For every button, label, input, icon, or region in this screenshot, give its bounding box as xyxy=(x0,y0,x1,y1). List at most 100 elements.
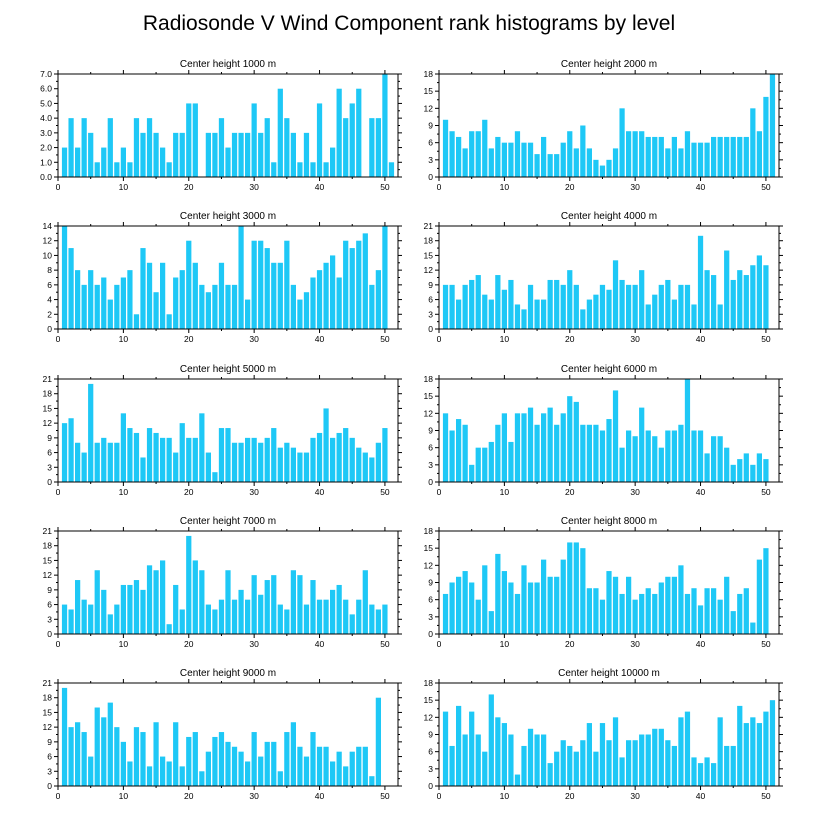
histogram-bar xyxy=(343,118,349,177)
histogram-bar xyxy=(567,542,573,634)
histogram-bar xyxy=(521,309,527,329)
histogram-bar xyxy=(632,599,638,634)
histogram-bar xyxy=(369,284,375,329)
histogram-bar xyxy=(356,88,362,177)
histogram-bar xyxy=(730,464,736,482)
x-tick-label: 30 xyxy=(249,791,259,801)
x-tick-label: 20 xyxy=(565,639,575,649)
histogram-bar xyxy=(251,240,257,329)
x-tick-label: 20 xyxy=(184,182,194,192)
histogram-bar xyxy=(501,142,507,177)
histogram-bar xyxy=(711,763,717,786)
histogram-bar xyxy=(750,622,756,634)
histogram-bar xyxy=(264,580,270,634)
histogram-bar xyxy=(724,447,730,482)
histogram-bar xyxy=(212,472,218,482)
histogram-bar xyxy=(356,240,362,329)
histogram-bar xyxy=(140,132,146,177)
histogram-bar xyxy=(658,582,664,634)
histogram-bar xyxy=(127,162,133,177)
histogram-bar xyxy=(730,611,736,634)
histogram-bar xyxy=(678,284,684,329)
histogram-bar xyxy=(336,88,342,177)
panel-title: Center height 9000 m xyxy=(180,668,276,679)
histogram-bar xyxy=(349,751,355,786)
y-tick-label: 6 xyxy=(428,138,433,148)
histogram-bar xyxy=(290,722,296,786)
histogram-bar xyxy=(580,309,586,329)
histogram-bar xyxy=(218,732,225,786)
histogram-bar xyxy=(146,565,153,634)
histogram-bar xyxy=(75,270,81,329)
histogram-bar xyxy=(639,734,645,786)
histogram-bar xyxy=(238,226,244,329)
histogram-bar xyxy=(166,624,172,634)
histogram-bar xyxy=(756,255,762,329)
histogram-bar xyxy=(245,599,251,634)
histogram-bar xyxy=(475,447,481,482)
histogram-bar xyxy=(146,262,153,329)
histogram-bar xyxy=(120,147,126,177)
histogram-bar xyxy=(586,299,592,329)
histogram-bar xyxy=(711,588,717,634)
y-tick-label: 15 xyxy=(43,707,53,717)
histogram-bar xyxy=(763,265,769,329)
x-tick-label: 30 xyxy=(630,639,640,649)
histogram-bar xyxy=(639,593,645,634)
histogram-bar xyxy=(316,103,323,177)
y-tick-label: 0 xyxy=(428,172,433,182)
histogram-bar xyxy=(580,548,586,634)
histogram-bar xyxy=(192,103,198,177)
histogram-bar xyxy=(599,165,606,177)
histogram-bar xyxy=(153,570,159,634)
histogram-bar xyxy=(264,248,270,329)
histogram-bar xyxy=(284,609,290,634)
histogram-bar xyxy=(442,711,449,786)
y-tick-label: 6 xyxy=(47,600,52,610)
x-tick-label: 50 xyxy=(380,334,390,344)
histogram-bar xyxy=(160,756,166,786)
histogram-bar xyxy=(231,442,238,482)
histogram-bar xyxy=(199,570,205,634)
histogram-bar xyxy=(697,142,704,177)
histogram-bar xyxy=(593,424,599,482)
y-tick-label: 12 xyxy=(43,418,53,428)
histogram-bar xyxy=(527,142,534,177)
histogram-bar xyxy=(469,582,475,634)
y-tick-label: 6 xyxy=(47,448,52,458)
histogram-bar xyxy=(717,599,723,634)
histogram-bar xyxy=(146,428,153,482)
histogram-bar xyxy=(495,136,501,177)
histogram-bar xyxy=(303,292,310,329)
histogram-bar xyxy=(645,734,651,786)
histogram-bar xyxy=(593,588,599,634)
histogram-bar xyxy=(264,741,270,786)
histogram-bar xyxy=(186,240,192,329)
histogram-bar xyxy=(678,424,684,482)
histogram-bar xyxy=(449,430,455,482)
histogram-bar xyxy=(671,136,677,177)
histogram-bar xyxy=(697,605,704,634)
histogram-bar xyxy=(107,118,113,177)
histogram-bar xyxy=(251,732,257,786)
histogram-bar xyxy=(573,542,579,634)
histogram-bar xyxy=(469,279,475,329)
x-tick-label: 0 xyxy=(437,791,442,801)
histogram-bar xyxy=(737,459,743,482)
histogram-bar xyxy=(469,464,475,482)
histogram-bar xyxy=(330,761,336,786)
histogram-bar xyxy=(442,413,449,482)
histogram-bar xyxy=(639,131,645,177)
histogram-bar xyxy=(658,728,664,786)
y-tick-label: 1.0 xyxy=(40,157,52,167)
histogram-bar xyxy=(303,132,310,177)
histogram-bar xyxy=(153,722,159,786)
y-tick-label: 3 xyxy=(428,764,433,774)
histogram-bar xyxy=(717,304,723,329)
histogram-bar xyxy=(724,136,730,177)
histogram-bar xyxy=(697,763,704,786)
histogram-bar xyxy=(362,746,368,786)
histogram-bar xyxy=(743,275,749,329)
histogram-bar xyxy=(349,614,355,634)
histogram-bar xyxy=(330,437,336,482)
